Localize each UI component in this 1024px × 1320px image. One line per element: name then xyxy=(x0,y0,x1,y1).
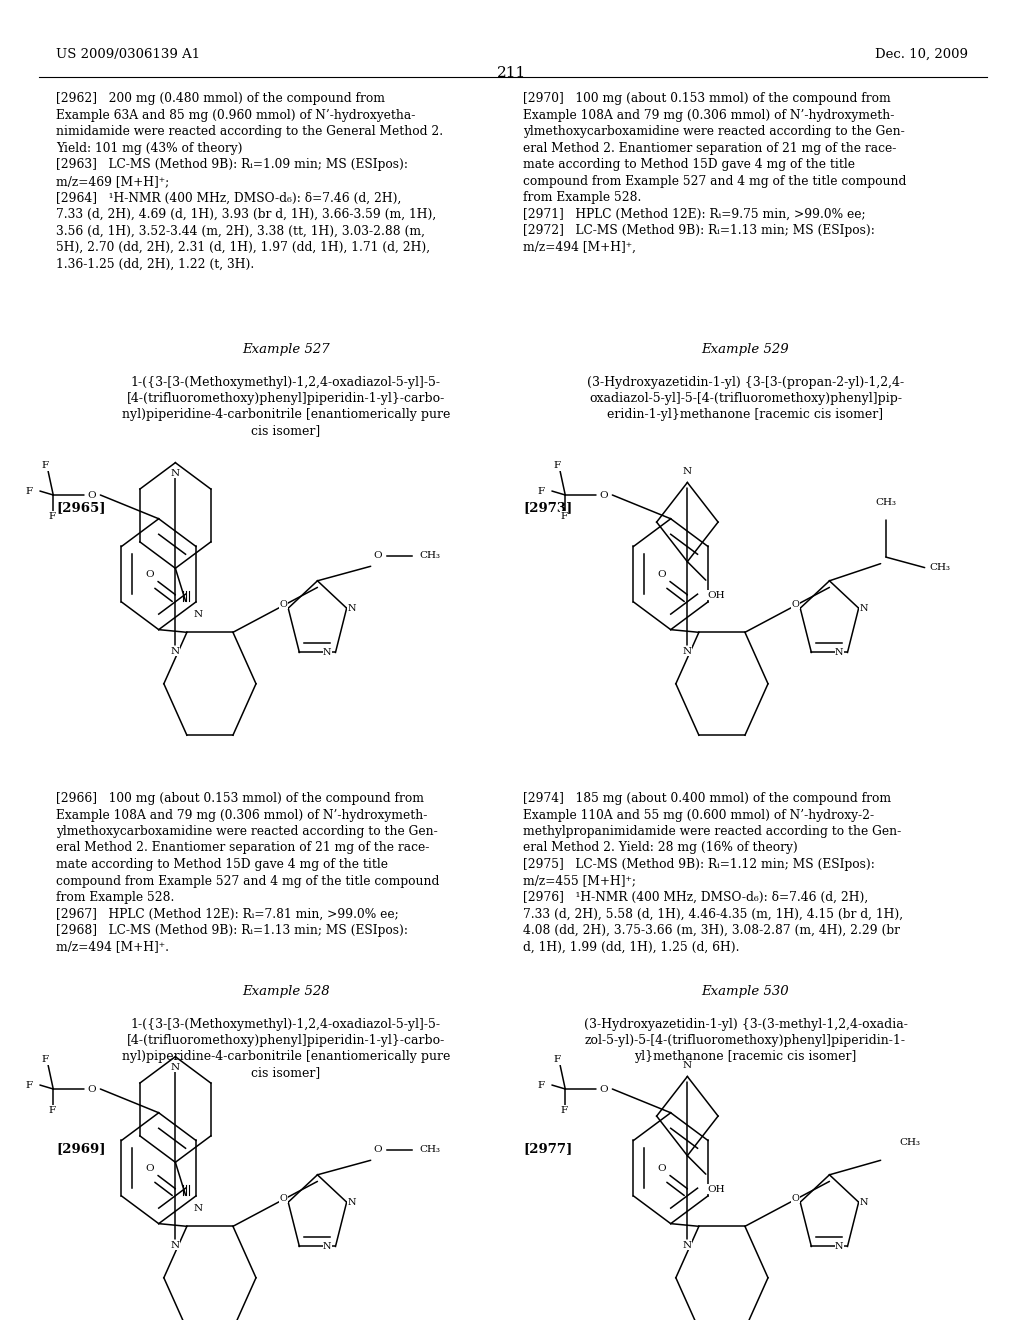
Text: (3-Hydroxyazetidin-1-yl) {3-(3-methyl-1,2,4-oxadia-
zol-5-yl)-5-[4-(trifluoromet: (3-Hydroxyazetidin-1-yl) {3-(3-methyl-1,… xyxy=(584,1018,907,1063)
Text: 1-({3-[3-(Methoxymethyl)-1,2,4-oxadiazol-5-yl]-5-
[4-(trifluoromethoxy)phenyl]pi: 1-({3-[3-(Methoxymethyl)-1,2,4-oxadiazol… xyxy=(122,376,450,437)
Text: O: O xyxy=(657,570,666,579)
Text: OH: OH xyxy=(708,1185,725,1193)
Text: O: O xyxy=(280,599,287,609)
Text: Example 528: Example 528 xyxy=(242,985,330,998)
Text: O: O xyxy=(145,1164,154,1173)
Text: N: N xyxy=(347,603,356,612)
Text: F: F xyxy=(553,1056,560,1064)
Text: CH₃: CH₃ xyxy=(420,1146,441,1154)
Text: N: N xyxy=(194,1204,203,1213)
Text: [2977]: [2977] xyxy=(523,1142,572,1155)
Text: CH₃: CH₃ xyxy=(899,1138,921,1147)
Text: N: N xyxy=(347,1197,356,1206)
Text: [2965]: [2965] xyxy=(56,502,105,515)
Text: O: O xyxy=(600,491,608,499)
Text: 1-({3-[3-(Methoxymethyl)-1,2,4-oxadiazol-5-yl]-5-
[4-(trifluoromethoxy)phenyl]pi: 1-({3-[3-(Methoxymethyl)-1,2,4-oxadiazol… xyxy=(122,1018,450,1078)
Text: (3-Hydroxyazetidin-1-yl) {3-[3-(propan-2-yl)-1,2,4-
oxadiazol-5-yl]-5-[4-(triflu: (3-Hydroxyazetidin-1-yl) {3-[3-(propan-2… xyxy=(587,376,904,421)
Text: N: N xyxy=(171,469,180,478)
Text: N: N xyxy=(683,1061,692,1071)
Text: N: N xyxy=(171,1241,180,1250)
Text: F: F xyxy=(41,1056,48,1064)
Text: [2969]: [2969] xyxy=(56,1142,105,1155)
Text: O: O xyxy=(374,1146,382,1154)
Text: N: N xyxy=(323,648,332,657)
Text: N: N xyxy=(194,610,203,619)
Text: [2974]   185 mg (about 0.400 mmol) of the compound from
Example 110A and 55 mg (: [2974] 185 mg (about 0.400 mmol) of the … xyxy=(523,792,903,953)
Text: F: F xyxy=(26,1081,33,1089)
Text: US 2009/0306139 A1: US 2009/0306139 A1 xyxy=(56,48,201,61)
Text: 211: 211 xyxy=(498,66,526,81)
Text: Example 527: Example 527 xyxy=(242,343,330,356)
Text: [2973]: [2973] xyxy=(523,502,572,515)
Text: N: N xyxy=(171,647,180,656)
Text: [2970]   100 mg (about 0.153 mmol) of the compound from
Example 108A and 79 mg (: [2970] 100 mg (about 0.153 mmol) of the … xyxy=(523,92,906,253)
Text: N: N xyxy=(859,603,868,612)
Text: F: F xyxy=(538,487,545,495)
Text: O: O xyxy=(792,599,799,609)
Text: OH: OH xyxy=(708,591,725,599)
Text: F: F xyxy=(26,487,33,495)
Text: N: N xyxy=(835,648,844,657)
Text: F: F xyxy=(553,462,560,470)
Text: O: O xyxy=(145,570,154,579)
Text: Example 530: Example 530 xyxy=(701,985,790,998)
Text: F: F xyxy=(41,462,48,470)
Text: F: F xyxy=(48,512,55,520)
Text: N: N xyxy=(683,647,692,656)
Text: O: O xyxy=(280,1193,287,1203)
Text: O: O xyxy=(88,491,96,499)
Text: N: N xyxy=(323,1242,332,1251)
Text: O: O xyxy=(792,1193,799,1203)
Text: F: F xyxy=(560,1106,567,1114)
Text: [2962]   200 mg (0.480 mmol) of the compound from
Example 63A and 85 mg (0.960 m: [2962] 200 mg (0.480 mmol) of the compou… xyxy=(56,92,443,271)
Text: CH₃: CH₃ xyxy=(930,564,951,572)
Text: [2966]   100 mg (about 0.153 mmol) of the compound from
Example 108A and 79 mg (: [2966] 100 mg (about 0.153 mmol) of the … xyxy=(56,792,439,953)
Text: N: N xyxy=(683,467,692,477)
Text: O: O xyxy=(374,552,382,560)
Text: F: F xyxy=(48,1106,55,1114)
Text: CH₃: CH₃ xyxy=(420,552,441,560)
Text: O: O xyxy=(88,1085,96,1093)
Text: N: N xyxy=(683,1241,692,1250)
Text: O: O xyxy=(657,1164,666,1173)
Text: F: F xyxy=(560,512,567,520)
Text: N: N xyxy=(171,1063,180,1072)
Text: N: N xyxy=(835,1242,844,1251)
Text: O: O xyxy=(600,1085,608,1093)
Text: CH₃: CH₃ xyxy=(876,498,896,507)
Text: F: F xyxy=(538,1081,545,1089)
Text: Example 529: Example 529 xyxy=(701,343,790,356)
Text: Dec. 10, 2009: Dec. 10, 2009 xyxy=(874,48,968,61)
Text: N: N xyxy=(859,1197,868,1206)
